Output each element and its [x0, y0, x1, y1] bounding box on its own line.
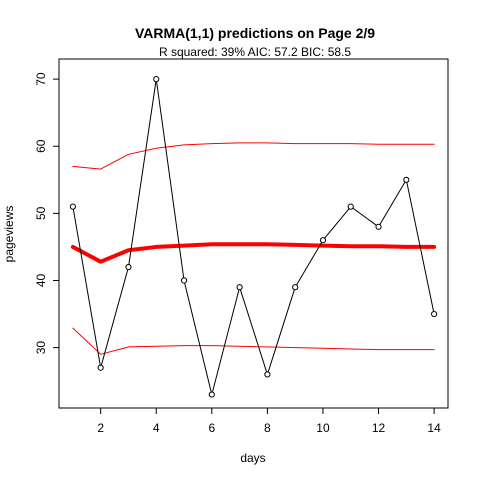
- y-tick-label: 50: [34, 206, 48, 220]
- observed-point: [69, 203, 76, 210]
- observed-point: [347, 203, 354, 210]
- x-axis-label: days: [240, 451, 265, 465]
- y-tick-label: 40: [34, 273, 48, 287]
- x-tick-label: 4: [153, 421, 160, 435]
- chart-subtitle: R squared: 39% AIC: 57.2 BIC: 58.5: [159, 45, 351, 59]
- observed-point: [431, 310, 438, 318]
- x-tick-label: 2: [97, 421, 104, 435]
- plot-area: 2 4 6 8 10 12 14 30 40 50 60 70: [34, 58, 449, 435]
- observed-point: [208, 391, 215, 398]
- x-tick-label: 8: [264, 421, 271, 435]
- y-tick-label: 70: [34, 72, 48, 86]
- x-tick-label: 6: [208, 421, 215, 435]
- chart-title: VARMA(1,1) predictions on Page 2/9: [135, 25, 375, 41]
- upper-bound-line: [72, 142, 435, 170]
- x-tick-label: 14: [427, 421, 441, 435]
- observed-point: [292, 284, 299, 291]
- y-tick-label: 30: [34, 341, 48, 355]
- observed-point: [236, 284, 243, 291]
- observed-point: [125, 263, 132, 271]
- observed-point: [180, 277, 188, 284]
- observed-point: [264, 371, 271, 378]
- observed-point: [319, 237, 327, 244]
- observed-point: [153, 76, 160, 83]
- y-tick-label: 60: [34, 139, 48, 153]
- plot-frame: [58, 58, 449, 409]
- x-tick-label: 12: [372, 421, 386, 435]
- prediction-line: [70, 242, 437, 264]
- lower-bound-line: [72, 327, 435, 355]
- observed-point: [403, 176, 410, 183]
- y-axis-label: pageviews: [2, 206, 16, 263]
- observed-point: [97, 364, 104, 371]
- observed-line: [72, 78, 435, 396]
- observed-point: [375, 223, 382, 230]
- x-tick-label: 10: [316, 421, 330, 435]
